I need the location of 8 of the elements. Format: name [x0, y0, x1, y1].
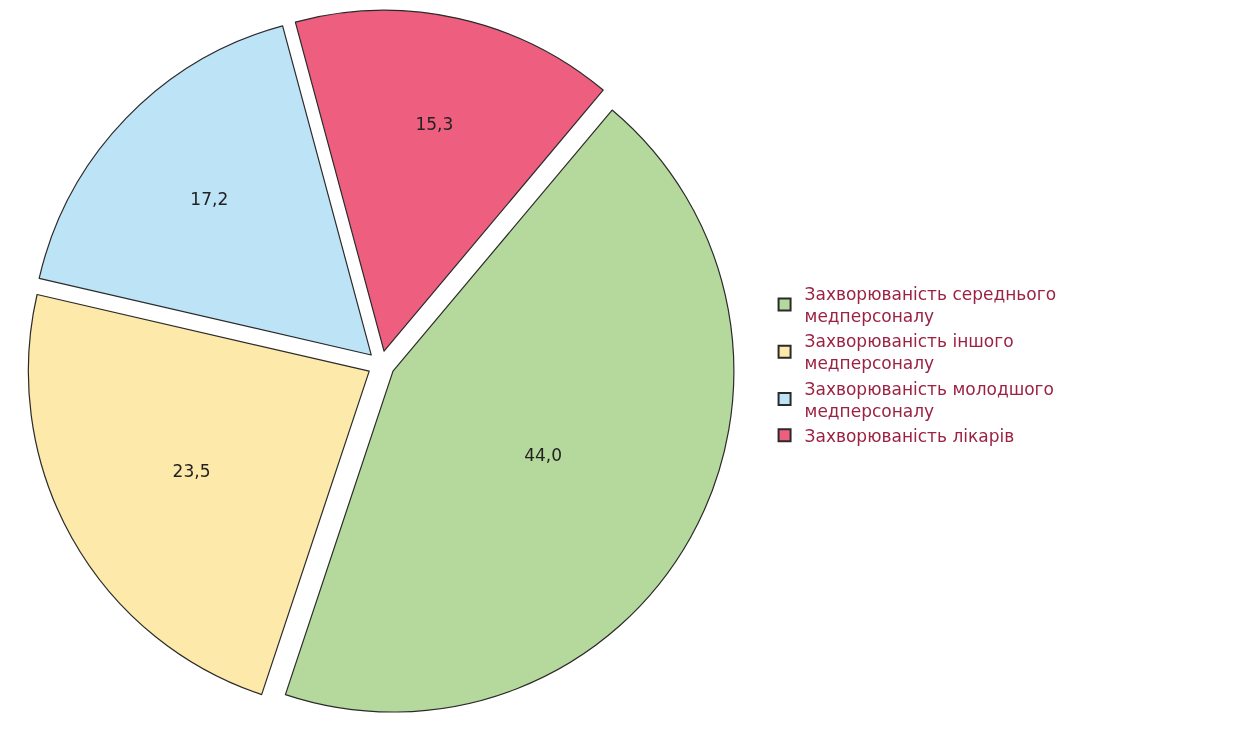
data-label: 17,2 — [190, 188, 229, 209]
legend-label: Захворюваність іншого медперсоналу — [804, 331, 1014, 374]
legend-label: Захворюваність лікарів — [804, 425, 1015, 446]
legend-label: Захворюваність молодшого медперсоналу — [804, 378, 1054, 421]
data-label: 44,0 — [524, 445, 563, 466]
data-label: 23,5 — [172, 460, 211, 481]
legend-label: Захворюваність середнього медперсоналу — [804, 284, 1057, 327]
data-label: 15,3 — [415, 113, 454, 134]
